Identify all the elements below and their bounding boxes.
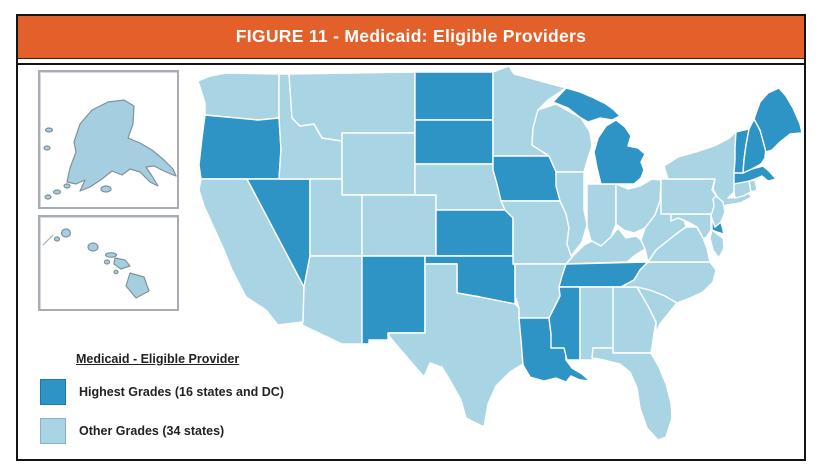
island-niihau (53, 236, 61, 242)
island-oahu (87, 242, 99, 252)
aleutian-island-2 (52, 189, 62, 195)
island-lanai (103, 259, 111, 265)
aleutian-island-1 (63, 183, 71, 189)
legend-swatch-other (40, 418, 66, 444)
aleutian-island-3 (44, 194, 52, 200)
legend-label-other: Other Grades (34 states) (79, 424, 225, 438)
figure-header: FIGURE 11 - Medicaid: Eligible Providers (18, 16, 804, 59)
kodiak-island (100, 185, 112, 193)
island-maui (113, 257, 131, 270)
island-kauai (60, 228, 72, 238)
alaska-inset (38, 70, 179, 209)
bering-island-1 (44, 127, 54, 133)
hawaii-map (42, 228, 150, 299)
legend-title: Medicaid - Eligible Provider (76, 352, 240, 366)
island-kahoolawe (113, 269, 119, 275)
alaska-map (43, 99, 177, 200)
legend-item-highest: Highest Grades (16 states and DC) (40, 379, 284, 405)
island-molokai (104, 252, 118, 258)
legend-swatch-highest (40, 379, 66, 405)
legend-label-highest: Highest Grades (16 states and DC) (79, 385, 284, 399)
island-hawaii (125, 272, 150, 299)
map-artifact-line (42, 234, 54, 246)
legend: Medicaid - Eligible Provider Highest Gra… (40, 352, 284, 444)
bering-island-2 (43, 145, 51, 151)
hawaii-inset (38, 215, 179, 311)
alaska-shape (66, 99, 177, 192)
legend-item-other: Other Grades (34 states) (40, 418, 284, 444)
figure-container: FIGURE 11 - Medicaid: Eligible Providers (16, 14, 806, 461)
figure-title: FIGURE 11 - Medicaid: Eligible Providers (235, 26, 587, 46)
